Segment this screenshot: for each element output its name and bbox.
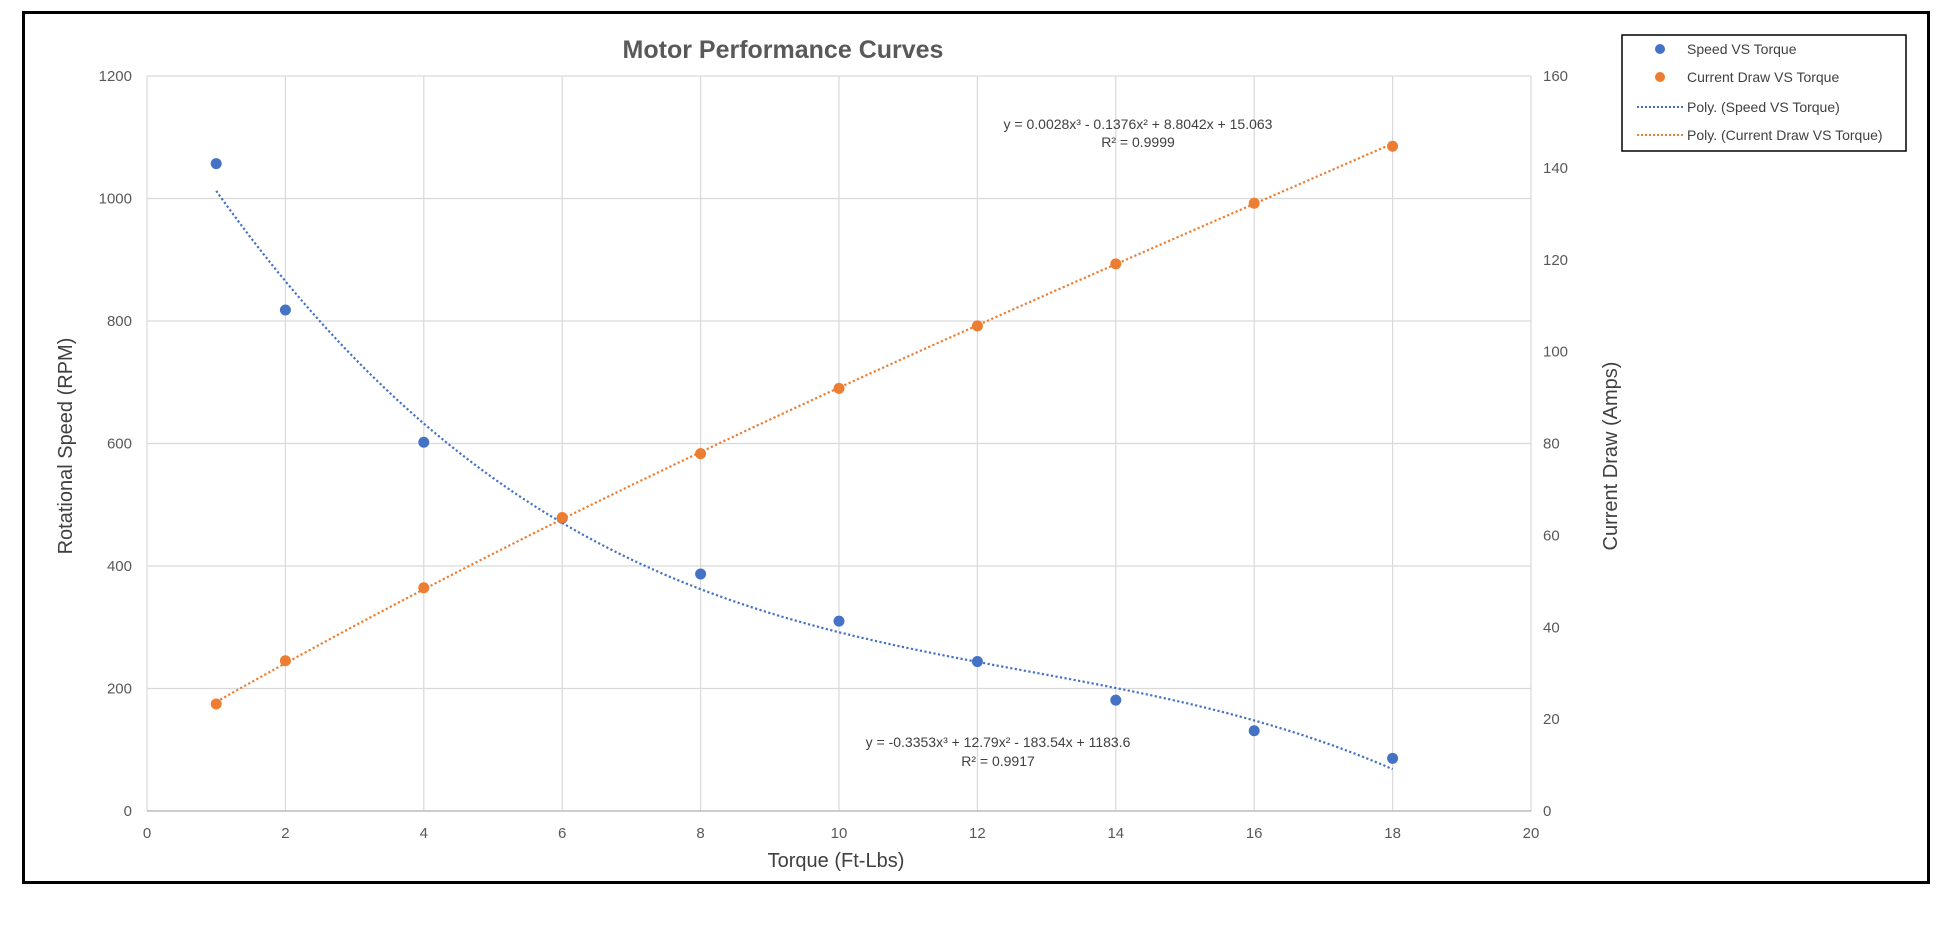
legend-label-speed-trend: Poly. (Speed VS Torque) — [1687, 99, 1840, 115]
x-tick-label: 16 — [1246, 825, 1263, 842]
tick-labels: 0 2 4 6 8 10 12 14 16 18 2002004006008001000120002… — [99, 68, 1568, 842]
legend-label-speed: Speed VS Torque — [1687, 41, 1797, 57]
speed-trendline — [215, 190, 1394, 771]
y2-axis-title: Current Draw (Amps) — [1600, 362, 1622, 551]
y-tick-label: 800 — [107, 313, 132, 330]
grid-lines — [146, 75, 1532, 812]
current-point — [1248, 197, 1260, 209]
legend: Speed VS Torque Current Draw VS Torque P… — [1621, 34, 1907, 152]
y2-tick-label: 0 — [1543, 803, 1551, 820]
speed-point — [695, 568, 707, 580]
legend-label-current: Current Draw VS Torque — [1687, 69, 1839, 85]
speed-trendline-equation: y = -0.3353x³ + 12.79x² - 183.54x + 1183… — [866, 734, 1131, 750]
y-tick-label: 600 — [107, 436, 132, 453]
y-tick-label: 0 — [124, 803, 132, 820]
x-tick-label: 0 — [143, 825, 151, 842]
speed-point — [1110, 694, 1122, 706]
speed-trendline-r2: R² = 0.9917 — [961, 753, 1035, 769]
data-points — [210, 140, 1399, 764]
y2-tick-label: 40 — [1543, 619, 1560, 636]
y-tick-label: 400 — [107, 558, 132, 575]
current-point — [833, 382, 845, 394]
current-trendline-r2: R² = 0.9999 — [1101, 134, 1175, 150]
current-point — [210, 698, 222, 710]
x-tick-label: 8 — [696, 825, 704, 842]
x-axis-title: Torque (Ft-Lbs) — [768, 850, 905, 872]
y2-tick-label: 80 — [1543, 436, 1560, 453]
chart-title: Motor Performance Curves — [623, 36, 944, 64]
chart-frame — [22, 11, 1930, 884]
current-point — [1110, 258, 1122, 270]
y2-tick-label: 20 — [1543, 711, 1560, 728]
current-trendline — [215, 142, 1394, 703]
trendlines — [215, 142, 1394, 771]
legend-label-current-trend: Poly. (Current Draw VS Torque) — [1687, 127, 1883, 143]
x-tick-label: 18 — [1384, 825, 1401, 842]
y2-tick-label: 140 — [1543, 160, 1568, 177]
current-point — [695, 448, 707, 460]
current-point — [1387, 140, 1399, 152]
y2-tick-label: 160 — [1543, 68, 1568, 85]
speed-point — [1248, 725, 1260, 737]
y2-tick-label: 100 — [1543, 344, 1568, 361]
x-tick-label: 20 — [1523, 825, 1540, 842]
legend-marker-current — [1655, 72, 1665, 82]
y-tick-label: 200 — [107, 681, 132, 698]
x-tick-label: 12 — [969, 825, 986, 842]
x-tick-label: 2 — [281, 825, 289, 842]
x-tick-label: 4 — [420, 825, 428, 842]
speed-point — [418, 436, 430, 448]
y2-tick-label: 60 — [1543, 527, 1560, 544]
speed-point — [279, 304, 291, 316]
speed-point — [971, 656, 983, 668]
current-trendline-equation: y = 0.0028x³ - 0.1376x² + 8.8042x + 15.0… — [1004, 116, 1273, 132]
y-axis-title: Rotational Speed (RPM) — [55, 338, 77, 555]
current-point — [556, 511, 568, 523]
speed-point — [833, 615, 845, 627]
y-tick-label: 1000 — [99, 191, 132, 208]
x-tick-label: 6 — [558, 825, 566, 842]
current-point — [418, 582, 430, 594]
x-tick-label: 14 — [1107, 825, 1124, 842]
speed-point — [1387, 752, 1399, 764]
x-tick-label: 10 — [831, 825, 848, 842]
current-point — [279, 655, 291, 667]
y-tick-label: 1200 — [99, 68, 132, 85]
current-point — [971, 320, 983, 332]
legend-box — [1621, 34, 1907, 152]
legend-marker-speed — [1655, 44, 1665, 54]
y2-tick-label: 120 — [1543, 252, 1568, 269]
speed-point — [210, 158, 222, 170]
